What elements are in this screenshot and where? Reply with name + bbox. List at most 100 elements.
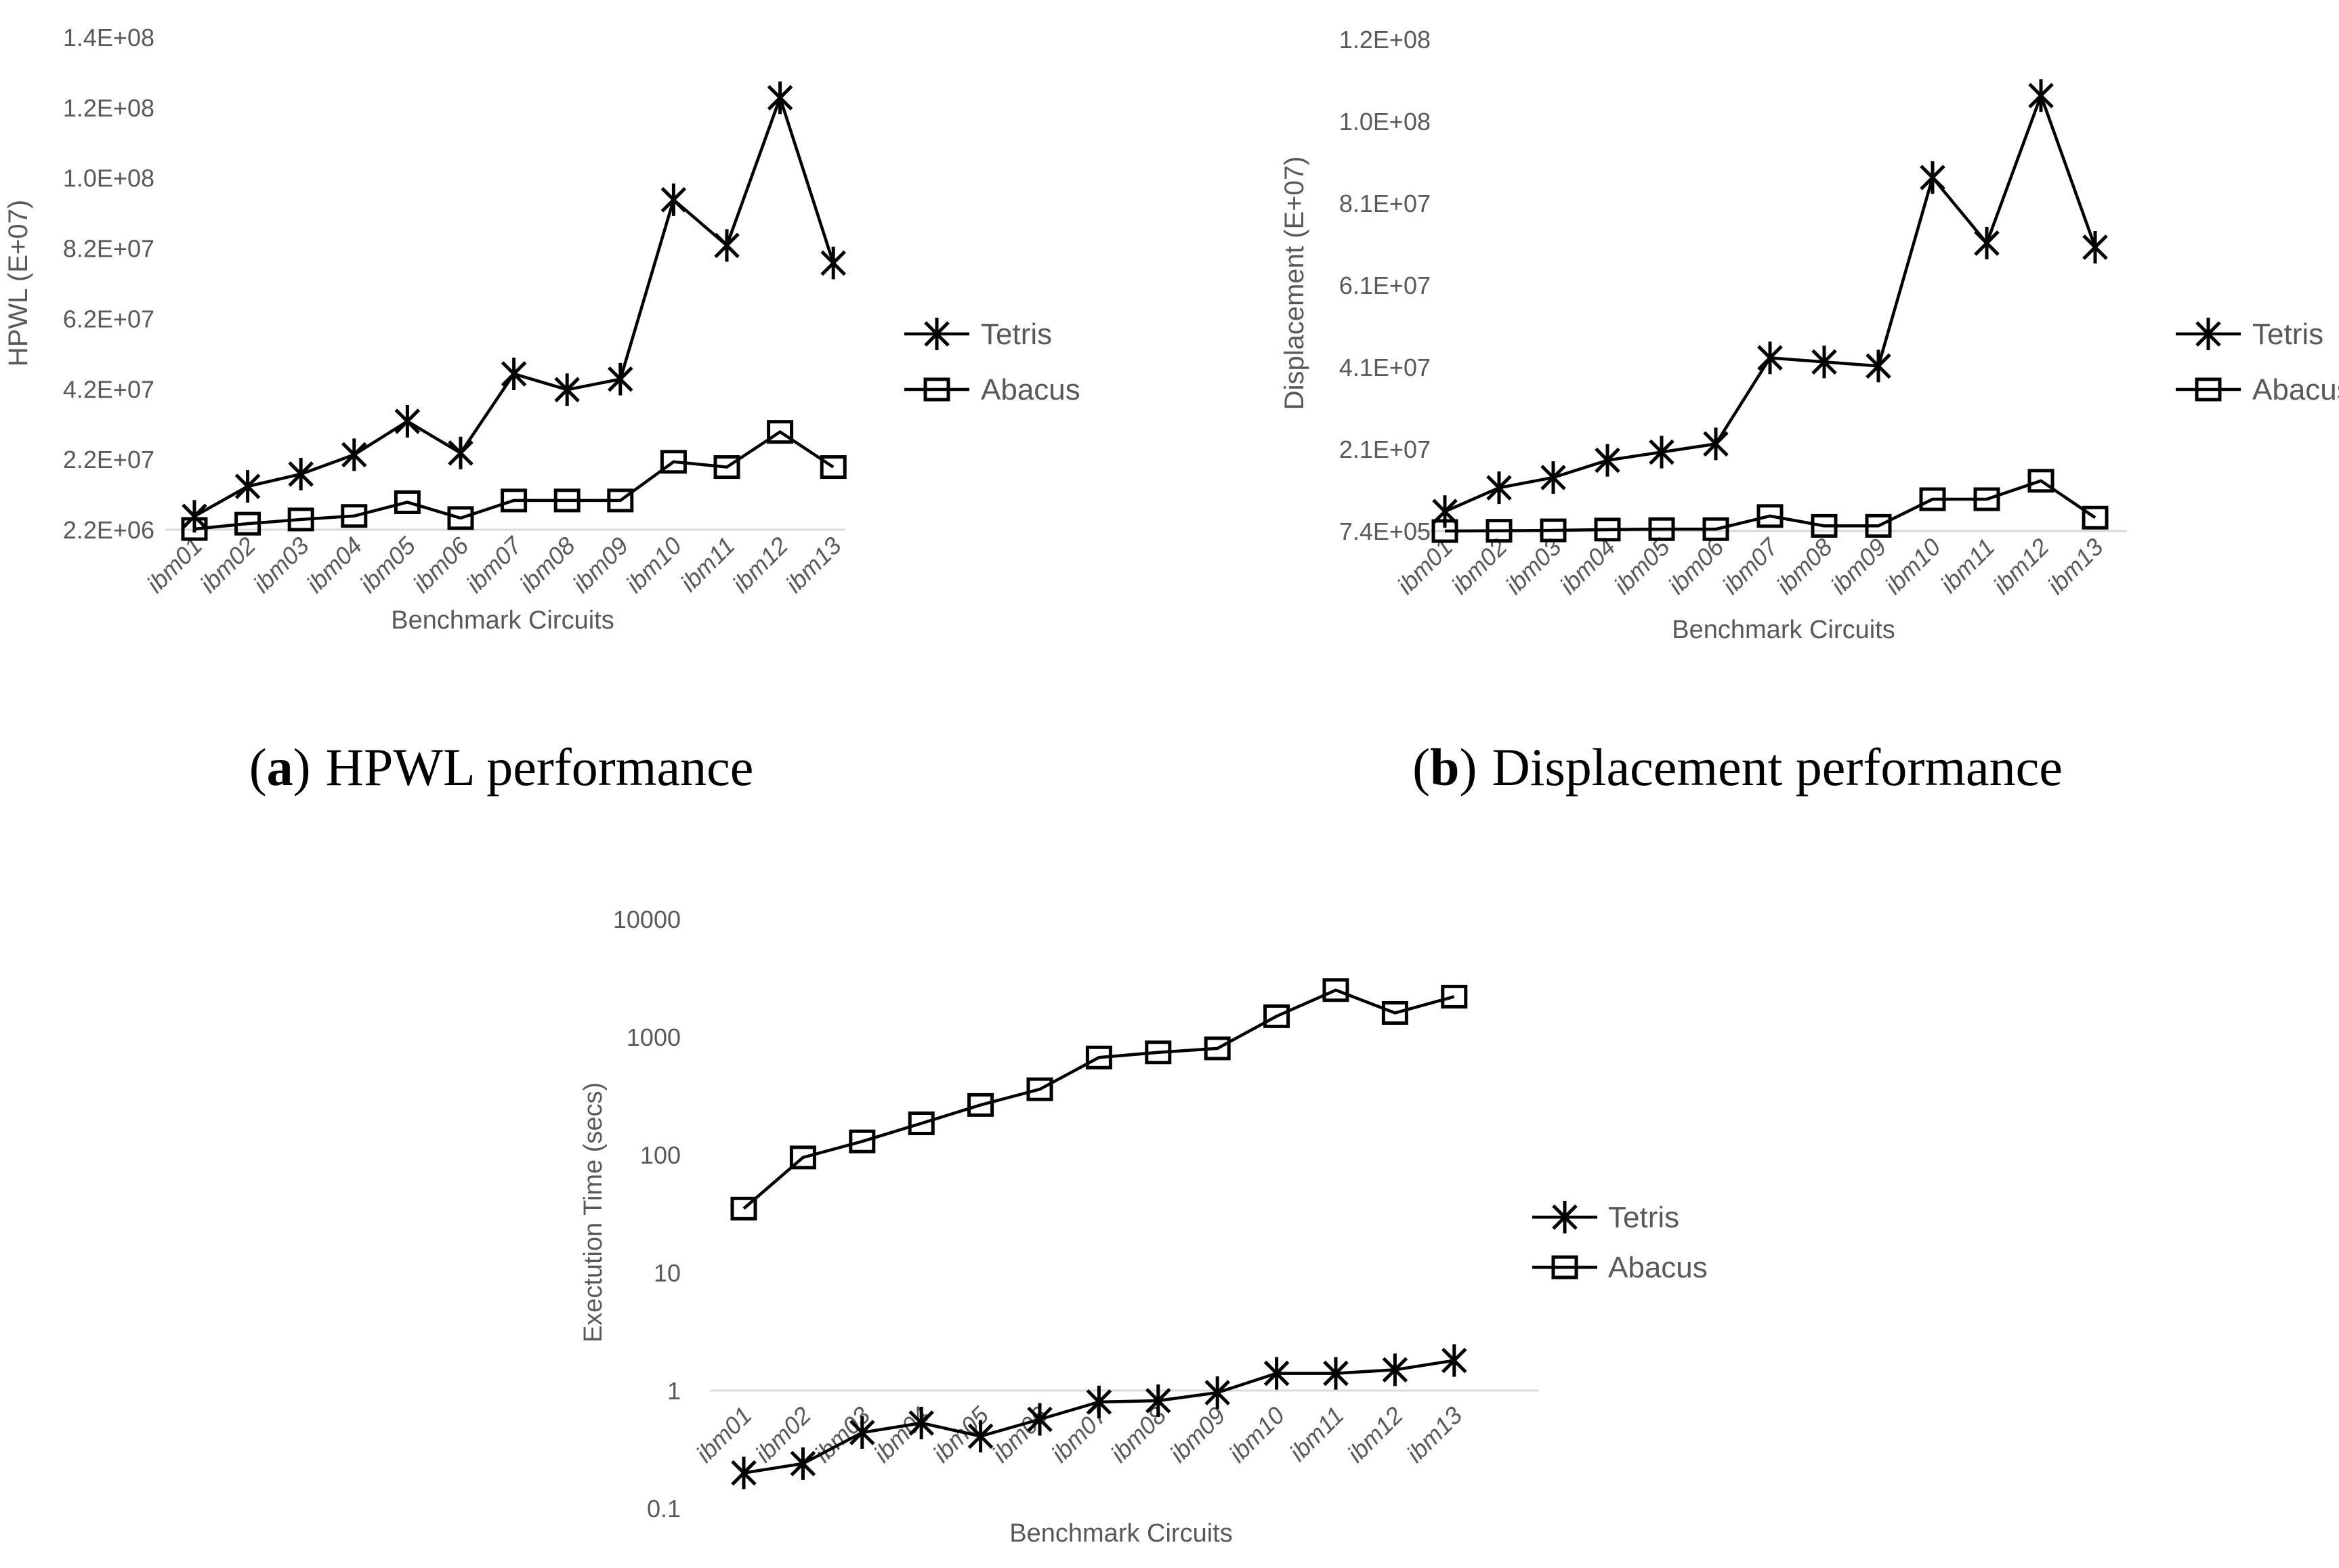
x-axis-tick-label: ibm12 [1987, 533, 2054, 599]
chart-hpwl: 2.2E+06 2.2E+07 4.2E+07 6.2E+07 8.2E+07 1.0E+… [3, 24, 1080, 635]
square-marker-abacus [1756, 504, 1784, 528]
star-marker-tetris [1866, 349, 1891, 383]
x-axis-tick-label: ibm11 [1284, 1401, 1349, 1466]
x-axis-tick-label: ibm10 [1879, 533, 1945, 599]
star-marker-tetris [1441, 1344, 1467, 1377]
square-marker-abacus [1145, 1040, 1172, 1065]
square-marker-abacus [1973, 487, 2000, 511]
star-marker-tetris [2028, 79, 2054, 112]
square-marker-abacus [1441, 984, 1468, 1009]
x-axis-tick-label: ibm09 [567, 532, 633, 598]
y-axis-tick-label: 7.4E+05 [1339, 517, 1431, 545]
y-axis-tick-label: 1.0E+08 [1339, 108, 1431, 135]
series-line-abacus [742, 988, 1455, 1210]
star-marker-tetris [394, 405, 421, 438]
y-axis-tick-label: 10 [654, 1259, 681, 1287]
legend-item-tetris: Tetris [2176, 318, 2323, 351]
x-axis-tick-label: ibm02 [750, 1401, 816, 1468]
square-marker-abacus [501, 488, 528, 513]
star-marker-tetris [341, 438, 367, 471]
x-axis-tick-label: ibm03 [1500, 533, 1566, 599]
legend-item-abacus: Abacus [2176, 373, 2339, 406]
square-marker-abacus [1594, 517, 1621, 542]
star-marker-tetris [1595, 444, 1620, 477]
square-marker-abacus [2082, 505, 2109, 530]
star-marker-tetris [908, 1406, 934, 1439]
legend-label: Tetris [981, 318, 1052, 351]
x-axis-title: Benchmark Circuits [1672, 616, 1895, 644]
y-axis-tick-label: 100 [640, 1141, 681, 1169]
x-axis-tick-label: ibm06 [1662, 532, 1729, 599]
y-axis-tick-label: 1.0E+08 [63, 165, 154, 192]
square-marker-abacus [713, 455, 740, 480]
star-marker-tetris [1263, 1357, 1290, 1390]
square-marker-abacus [1648, 517, 1675, 541]
square-marker-abacus [1865, 513, 1892, 538]
x-axis-tick-label: ibm12 [727, 532, 793, 598]
legend-square-marker [2195, 377, 2222, 402]
square-marker-abacus [1381, 1000, 1408, 1025]
star-marker-tetris [2082, 230, 2108, 263]
square-marker-abacus [553, 488, 581, 513]
square-marker-abacus [789, 1145, 816, 1170]
square-marker-abacus [447, 506, 474, 530]
x-axis-tick-label: ibm07 [1716, 532, 1784, 599]
star-marker-tetris [1757, 341, 1783, 375]
star-marker-tetris [1432, 495, 1458, 528]
x-axis-title: Benchmark Circuits [391, 606, 614, 635]
star-marker-tetris [1382, 1353, 1408, 1386]
legend-star-marker [1552, 1201, 1578, 1233]
legend-item-tetris: Tetris [1532, 1201, 1679, 1234]
star-marker-tetris [1974, 226, 2000, 259]
x-axis-tick-label: ibm04 [301, 532, 367, 598]
x-axis-tick-label: ibm11 [675, 532, 740, 597]
caption-b-letter: b [1430, 738, 1460, 797]
legend-label: Abacus [1608, 1251, 1708, 1284]
star-marker-tetris [660, 183, 687, 216]
y-axis-tick-label: 1 [667, 1377, 681, 1405]
square-marker-abacus [730, 1196, 757, 1221]
x-axis-tick-label: ibm08 [1105, 1401, 1171, 1468]
star-marker-tetris [790, 1447, 816, 1480]
square-marker-abacus [660, 450, 687, 474]
square-marker-abacus [1204, 1036, 1231, 1061]
star-marker-tetris [501, 357, 527, 390]
caption-a: (a) HPWL performance [163, 737, 840, 798]
square-marker-abacus [1811, 513, 1838, 538]
square-marker-abacus [1263, 1004, 1290, 1028]
caption-b-text: Displacement performance [1492, 738, 2063, 797]
x-axis-tick-label: ibm10 [1223, 1401, 1290, 1468]
square-marker-abacus [234, 511, 261, 536]
star-marker-tetris [608, 362, 633, 396]
star-marker-tetris [448, 436, 473, 469]
star-marker-tetris [967, 1420, 994, 1453]
caption-b: (b) Displacement performance [1395, 737, 2080, 798]
square-marker-abacus [967, 1093, 994, 1117]
star-marker-tetris [1540, 461, 1566, 494]
star-marker-tetris [1811, 345, 1837, 379]
square-marker-abacus [394, 490, 421, 514]
star-marker-tetris [1204, 1376, 1230, 1410]
square-marker-abacus [767, 420, 794, 444]
series-line-tetris [1444, 91, 2097, 513]
star-marker-tetris [767, 81, 793, 114]
legend-item-abacus: Abacus [904, 373, 1080, 406]
x-axis-tick-label: ibm05 [354, 531, 421, 598]
square-marker-abacus [1702, 517, 1729, 541]
square-marker-abacus [1322, 978, 1349, 1002]
square-marker-abacus [1431, 519, 1458, 543]
square-marker-abacus [341, 504, 368, 528]
x-axis-tick-label: ibm03 [248, 532, 314, 598]
caption-a-paren-open: ( [249, 738, 267, 797]
y-axis-title: HPWL (E+07) [3, 200, 33, 366]
y-axis-tick-label: 0.1 [647, 1495, 681, 1523]
square-marker-abacus [1485, 519, 1513, 543]
star-marker-tetris [820, 247, 846, 280]
y-axis-tick-label: 1.2E+08 [63, 94, 154, 122]
star-marker-tetris [1323, 1357, 1349, 1390]
x-axis-tick-label: ibm07 [461, 530, 528, 598]
x-axis-tick-label: ibm02 [194, 532, 261, 598]
square-marker-abacus [849, 1129, 876, 1153]
x-axis-tick-label: ibm04 [1554, 533, 1620, 599]
star-marker-tetris [1486, 471, 1512, 505]
